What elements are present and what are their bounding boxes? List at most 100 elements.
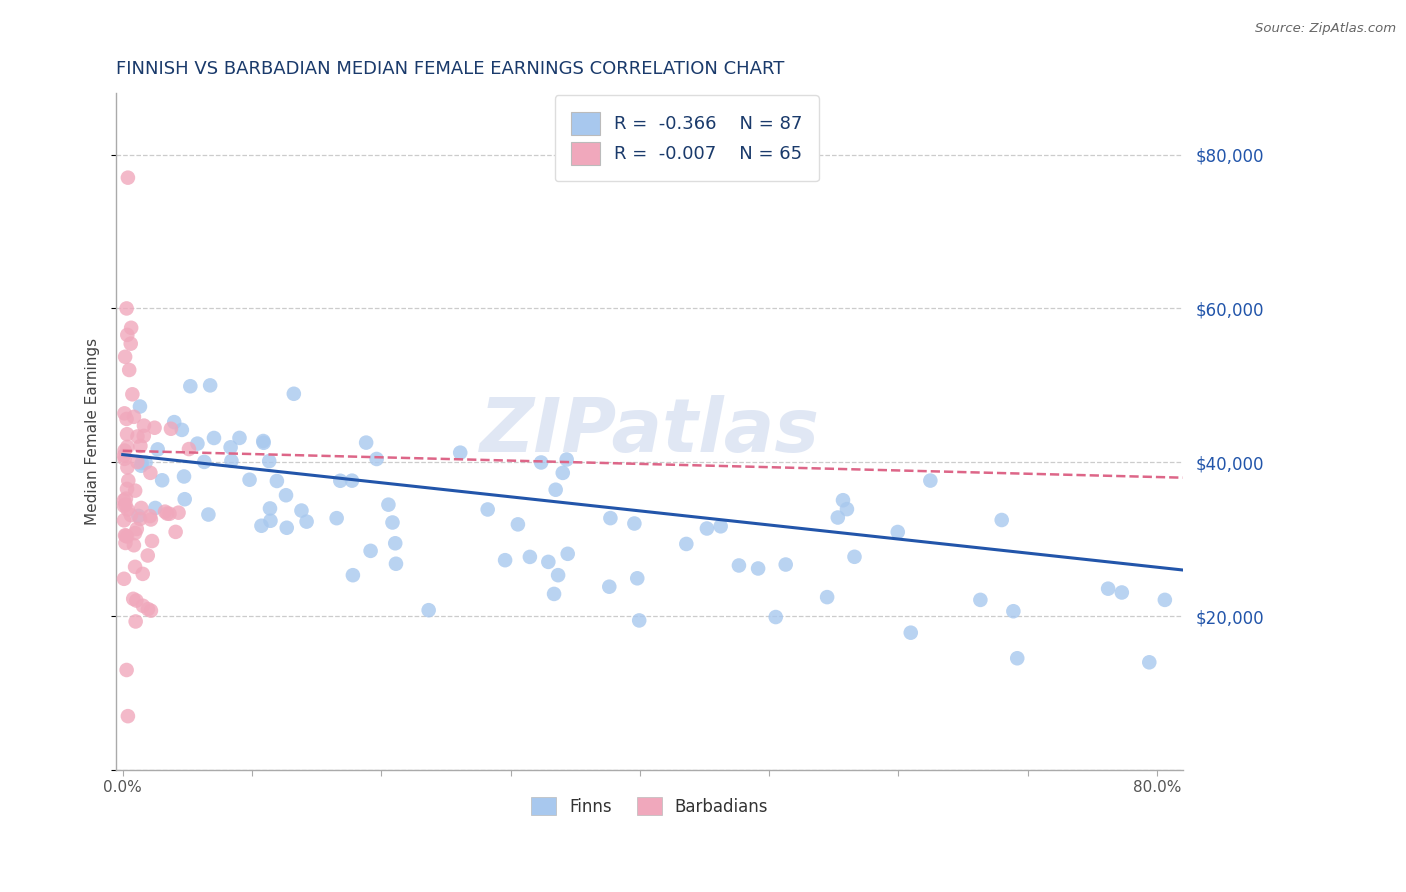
Point	[135, 456, 157, 470]
Point	[628, 614, 651, 628]
Text: ZIPatlas: ZIPatlas	[479, 395, 820, 468]
Point	[114, 350, 136, 364]
Point	[276, 521, 298, 535]
Point	[266, 474, 288, 488]
Point	[1111, 585, 1133, 599]
Point	[887, 524, 910, 539]
Point	[112, 572, 135, 586]
Point	[198, 378, 221, 392]
Y-axis label: Median Female Earnings: Median Female Earnings	[86, 338, 100, 525]
Point	[117, 440, 139, 454]
Point	[329, 474, 352, 488]
Point	[136, 602, 159, 616]
Point	[340, 474, 363, 488]
Point	[197, 508, 219, 522]
Point	[193, 455, 215, 469]
Point	[117, 709, 139, 723]
Point	[259, 514, 281, 528]
Point	[832, 493, 855, 508]
Point	[127, 429, 149, 443]
Point	[418, 603, 440, 617]
Point	[519, 549, 541, 564]
Point	[117, 474, 139, 488]
Point	[173, 492, 195, 507]
Point	[775, 558, 797, 572]
Point	[118, 363, 141, 377]
Point	[543, 587, 565, 601]
Point	[385, 557, 408, 571]
Point	[112, 499, 135, 513]
Point	[765, 610, 787, 624]
Point	[114, 528, 136, 542]
Point	[477, 502, 499, 516]
Point	[163, 415, 186, 429]
Point	[115, 528, 138, 542]
Point	[1097, 582, 1119, 596]
Point	[170, 423, 193, 437]
Point	[117, 170, 139, 185]
Point	[295, 515, 318, 529]
Point	[139, 466, 162, 480]
Point	[120, 508, 142, 522]
Point	[156, 507, 179, 521]
Point	[141, 534, 163, 549]
Point	[114, 498, 136, 512]
Point	[623, 516, 645, 531]
Legend: Finns, Barbadians: Finns, Barbadians	[524, 790, 775, 822]
Point	[530, 455, 553, 469]
Point	[115, 301, 138, 316]
Point	[747, 561, 769, 575]
Point	[844, 549, 866, 564]
Point	[547, 568, 569, 582]
Point	[112, 513, 135, 527]
Point	[1137, 655, 1160, 669]
Point	[253, 435, 276, 450]
Point	[136, 549, 159, 563]
Point	[143, 421, 166, 435]
Point	[115, 412, 138, 426]
Point	[125, 522, 148, 536]
Point	[377, 498, 399, 512]
Point	[835, 502, 858, 516]
Point	[598, 580, 620, 594]
Point	[112, 449, 135, 463]
Point	[146, 442, 169, 457]
Point	[710, 519, 733, 533]
Point	[626, 571, 648, 585]
Point	[114, 406, 136, 420]
Point	[179, 379, 201, 393]
Point	[114, 451, 136, 466]
Point	[259, 501, 281, 516]
Point	[325, 511, 347, 525]
Point	[139, 512, 162, 526]
Point	[132, 429, 155, 443]
Point	[274, 488, 297, 502]
Point	[139, 604, 162, 618]
Point	[221, 454, 243, 468]
Point	[202, 431, 225, 445]
Point	[120, 336, 142, 351]
Point	[990, 513, 1012, 527]
Point	[122, 591, 145, 606]
Point	[125, 593, 148, 607]
Point	[537, 555, 560, 569]
Point	[127, 455, 149, 469]
Point	[124, 615, 146, 629]
Point	[257, 454, 280, 468]
Point	[675, 537, 697, 551]
Point	[114, 536, 136, 550]
Point	[129, 458, 152, 473]
Point	[900, 625, 922, 640]
Point	[342, 568, 364, 582]
Point	[544, 483, 567, 497]
Point	[238, 473, 260, 487]
Point	[117, 502, 139, 516]
Point	[250, 518, 273, 533]
Point	[186, 436, 208, 450]
Point	[555, 452, 578, 467]
Point	[177, 442, 200, 456]
Point	[252, 434, 274, 448]
Point	[115, 427, 138, 442]
Point	[115, 491, 138, 506]
Point	[449, 445, 471, 459]
